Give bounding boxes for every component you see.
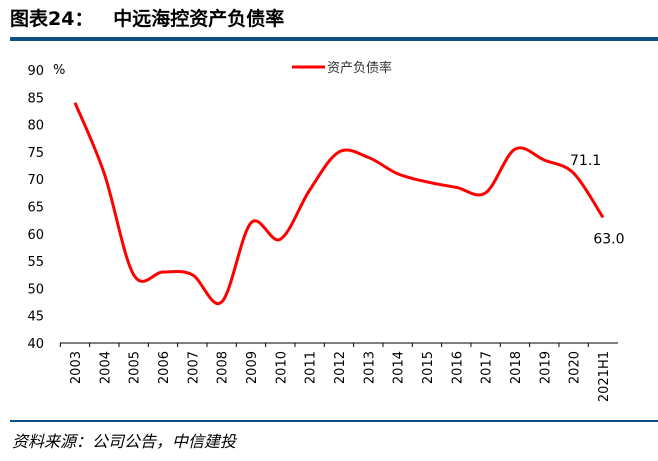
- y-tick-label: 85: [27, 91, 44, 106]
- y-tick-label: 60: [27, 228, 44, 243]
- y-tick-label: 45: [27, 310, 44, 325]
- series-line: [73, 102, 605, 306]
- x-tick-label: 2020: [568, 351, 583, 384]
- x-tick-label: 2019: [538, 351, 553, 384]
- x-tick-label: 2016: [450, 351, 465, 384]
- source-note: 资料来源：公司公告，中信建投: [12, 432, 237, 451]
- y-tick-label: 50: [27, 282, 44, 297]
- y-tick-label: 70: [27, 173, 44, 188]
- x-tick-label: 2006: [157, 351, 172, 384]
- source-divider: [10, 420, 658, 422]
- data-label: 71.1: [570, 153, 601, 169]
- figure-title: 图表24： 中远海控资产负债率: [10, 8, 285, 30]
- y-tick-label: 65: [27, 201, 44, 216]
- legend-label: 资产负债率: [327, 60, 392, 76]
- title-divider: [10, 37, 658, 41]
- y-tick-label: 90: [27, 64, 44, 79]
- y-tick-label: 55: [27, 255, 44, 270]
- x-tick-label: 2004: [98, 351, 113, 384]
- debt-ratio-chart: 40 45 50 55 60 65 70 75 80 85 90 % 2003 2004 2005 2006 2…: [27, 60, 624, 402]
- x-tick-label: 2021H1: [597, 351, 612, 402]
- x-tick-label: 2013: [362, 351, 377, 384]
- x-tick-label: 2018: [509, 351, 524, 384]
- data-label: 63.0: [593, 231, 624, 247]
- x-tick-label: 2012: [333, 351, 348, 384]
- x-tick-label: 2007: [186, 351, 201, 384]
- x-tick-label: 2005: [128, 351, 143, 384]
- x-tick-label: 2010: [274, 351, 289, 384]
- y-unit-label: %: [53, 63, 65, 78]
- x-tick-label: 2014: [392, 351, 407, 384]
- x-tick-label: 2015: [421, 351, 436, 384]
- x-tick-label: 2008: [216, 351, 231, 384]
- y-tick-label: 80: [27, 119, 44, 134]
- x-tick-label: 2017: [480, 351, 495, 384]
- y-tick-label: 75: [27, 146, 44, 161]
- x-tick-label: 2009: [245, 351, 260, 384]
- y-tick-label: 40: [27, 337, 44, 352]
- x-tick-label: 2003: [69, 351, 84, 384]
- x-tick-label: 2011: [304, 351, 319, 384]
